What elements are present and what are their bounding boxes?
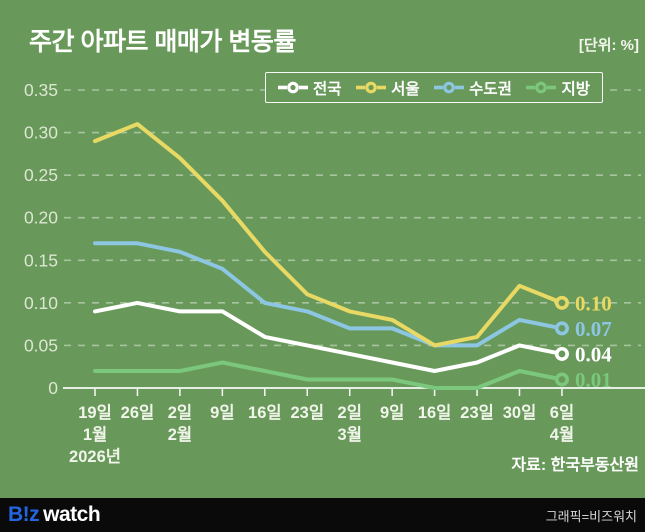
series-line-seoul: [93, 122, 564, 348]
x-tick-label: 23일: [290, 403, 324, 422]
logo-watch-text: watch: [43, 503, 101, 526]
y-tick-label: 0.25: [24, 165, 58, 185]
x-tick-label: 2일: [168, 403, 192, 422]
end-marker-regional: [554, 372, 569, 387]
legend-marker-icon: [526, 81, 557, 94]
month-label: 4월: [550, 425, 574, 444]
legend-item-nationwide: 전국: [278, 77, 342, 99]
y-tick-label: 0.30: [24, 123, 58, 143]
end-marker-seoul: [554, 295, 569, 310]
legend-item-regional: 지방: [526, 77, 590, 99]
x-tick-label: 9일: [210, 403, 234, 422]
chart-legend: 전국 서울 수도권 지방: [265, 72, 603, 103]
x-tick-label: 23일: [460, 403, 494, 422]
legend-label-metro: 수도권: [469, 80, 512, 98]
x-tick-label: 6일: [550, 403, 574, 422]
x-tick-label: 30일: [503, 403, 537, 422]
legend-marker-icon: [356, 81, 387, 94]
logo-biz-text: B!z: [8, 503, 40, 526]
footer-bar: B!z watch 그래픽=비즈워치: [0, 498, 645, 532]
series-line-nationwide: [93, 300, 564, 373]
legend-item-metro: 수도권: [434, 77, 512, 99]
x-tick-label: 16일: [248, 403, 282, 422]
month-label: 3월: [338, 425, 362, 444]
x-tick-label: 2일: [338, 403, 362, 422]
end-marker-nationwide: [554, 346, 569, 361]
y-tick-label: 0: [48, 378, 58, 398]
x-tick-label: 9일: [380, 403, 404, 422]
y-tick-label: 0.20: [24, 208, 58, 228]
series-line-regional: [93, 360, 564, 390]
end-value-label-seoul: 0.10: [575, 291, 612, 315]
y-tick-label: 0.35: [24, 80, 58, 100]
x-tick-label: 19일: [78, 403, 112, 422]
page-title: 주간 아파트 매매가 변동률: [29, 28, 296, 56]
legend-label-seoul: 서울: [391, 80, 420, 98]
end-value-label-metro: 0.07: [575, 317, 612, 341]
legend-marker-icon: [434, 81, 465, 94]
unit-label: [단위: %]: [578, 37, 639, 54]
end-value-label-nationwide: 0.04: [575, 342, 612, 366]
y-tick-label: 0.10: [24, 293, 58, 313]
legend-label-regional: 지방: [561, 80, 590, 98]
legend-item-seoul: 서울: [356, 77, 420, 99]
month-label: 1월: [83, 425, 107, 444]
y-tick-label: 0.15: [24, 250, 58, 270]
graphic-credit: 그래픽=비즈워치: [545, 508, 637, 524]
legend-label-nationwide: 전국: [313, 80, 342, 98]
bizwatch-logo: B!z watch: [8, 503, 101, 527]
source-label: 자료: 한국부동산원: [511, 457, 639, 474]
month-label: 2월: [168, 425, 192, 444]
year-label: 2026년: [69, 447, 121, 466]
series-line-metro: [93, 241, 564, 348]
y-tick-label: 0.05: [24, 335, 58, 355]
x-tick-label: 16일: [418, 403, 452, 422]
end-value-label-regional: 0.01: [575, 368, 612, 392]
end-marker-metro: [554, 321, 569, 336]
legend-marker-icon: [278, 81, 308, 94]
x-tick-label: 26일: [121, 403, 155, 422]
